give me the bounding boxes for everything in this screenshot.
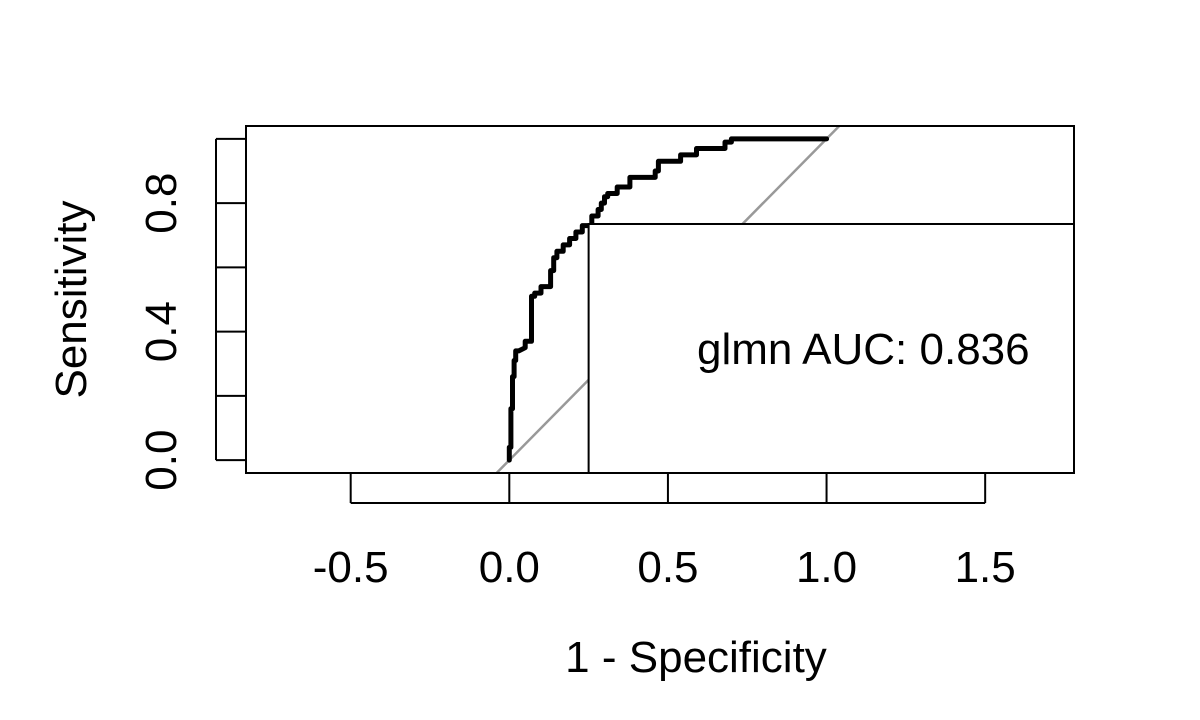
- legend: glmn AUC: 0.836: [587, 222, 1075, 474]
- y-tick-label: 0.8: [137, 173, 186, 234]
- x-tick-label: -0.5: [313, 543, 389, 592]
- x-tick-label: 0.0: [479, 543, 540, 592]
- x-tick-label: 1.5: [955, 543, 1016, 592]
- y-axis-title: Sensitivity: [47, 200, 96, 398]
- y-tick-label: 0.4: [137, 301, 186, 362]
- plot-frame: [245, 125, 1075, 474]
- roc-curve-layer: [506, 136, 830, 463]
- legend-text: glmn AUC: 0.836: [697, 325, 1030, 374]
- x-tick-label: 1.0: [796, 543, 857, 592]
- y-tick-label: 0.0: [137, 430, 186, 491]
- y-axis: 0.0 0.4 0.8: [137, 137, 246, 491]
- x-tick-label: 0.5: [637, 543, 698, 592]
- x-axis-title: 1 - Specificity: [565, 633, 827, 682]
- legend-box: [587, 222, 1075, 474]
- x-axis: -0.5 0.0 0.5 1.0 1.5: [313, 473, 1016, 592]
- roc-curve-line: [506, 136, 830, 463]
